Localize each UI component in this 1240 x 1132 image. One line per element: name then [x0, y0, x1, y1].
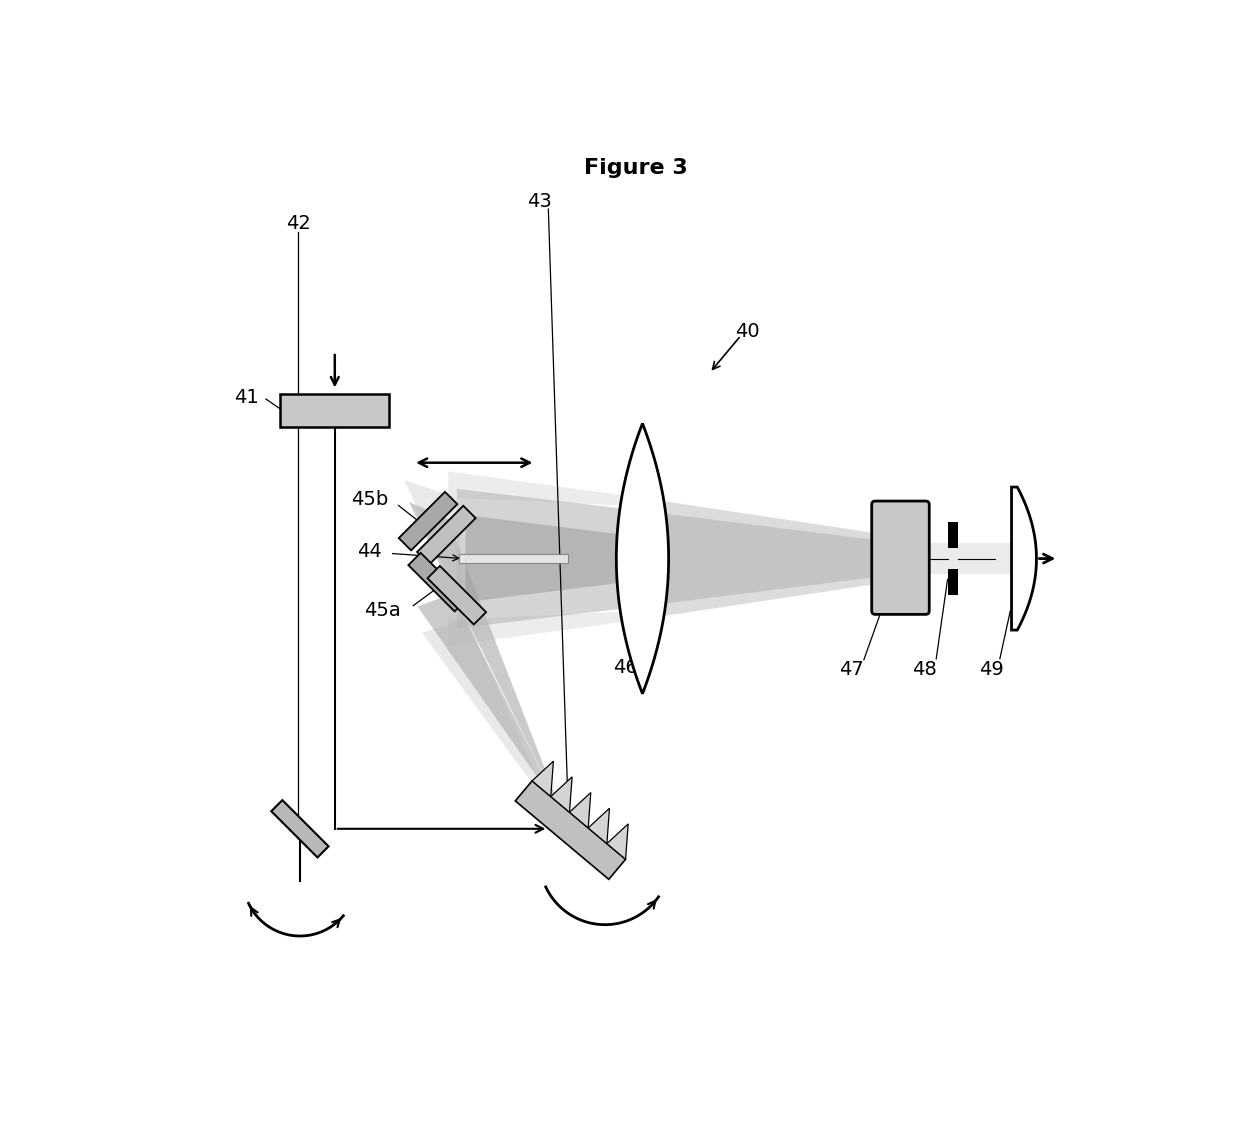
Polygon shape [399, 491, 458, 550]
Polygon shape [532, 761, 553, 797]
Polygon shape [588, 808, 610, 843]
Text: 48: 48 [913, 660, 937, 679]
Text: Figure 3: Figure 3 [584, 157, 687, 178]
Bar [947, 569, 959, 595]
Polygon shape [448, 471, 640, 506]
Bar [947, 522, 959, 548]
Polygon shape [404, 480, 553, 812]
Polygon shape [640, 498, 870, 619]
Polygon shape [465, 515, 640, 602]
Polygon shape [408, 552, 467, 611]
Polygon shape [616, 423, 668, 694]
Text: 45b: 45b [351, 490, 388, 508]
Text: 41: 41 [234, 388, 259, 406]
Polygon shape [551, 777, 572, 813]
Polygon shape [417, 506, 476, 565]
Polygon shape [606, 824, 629, 859]
Polygon shape [456, 489, 640, 628]
Polygon shape [640, 511, 870, 607]
Text: 44: 44 [357, 542, 382, 561]
Polygon shape [1012, 487, 1037, 631]
Bar [459, 554, 568, 564]
Polygon shape [272, 800, 329, 857]
Text: 46: 46 [613, 658, 637, 677]
Polygon shape [409, 501, 562, 812]
Polygon shape [418, 593, 562, 812]
Polygon shape [428, 566, 486, 625]
Text: 47: 47 [839, 660, 864, 679]
FancyBboxPatch shape [872, 501, 929, 615]
Text: 43: 43 [527, 191, 552, 211]
Text: 45a: 45a [365, 601, 401, 620]
Polygon shape [928, 543, 1032, 574]
Bar [280, 394, 389, 427]
Polygon shape [516, 781, 626, 880]
Polygon shape [448, 611, 640, 645]
Text: 49: 49 [978, 660, 1003, 679]
Polygon shape [569, 792, 590, 827]
Text: 42: 42 [285, 214, 310, 232]
Text: 40: 40 [735, 323, 759, 342]
